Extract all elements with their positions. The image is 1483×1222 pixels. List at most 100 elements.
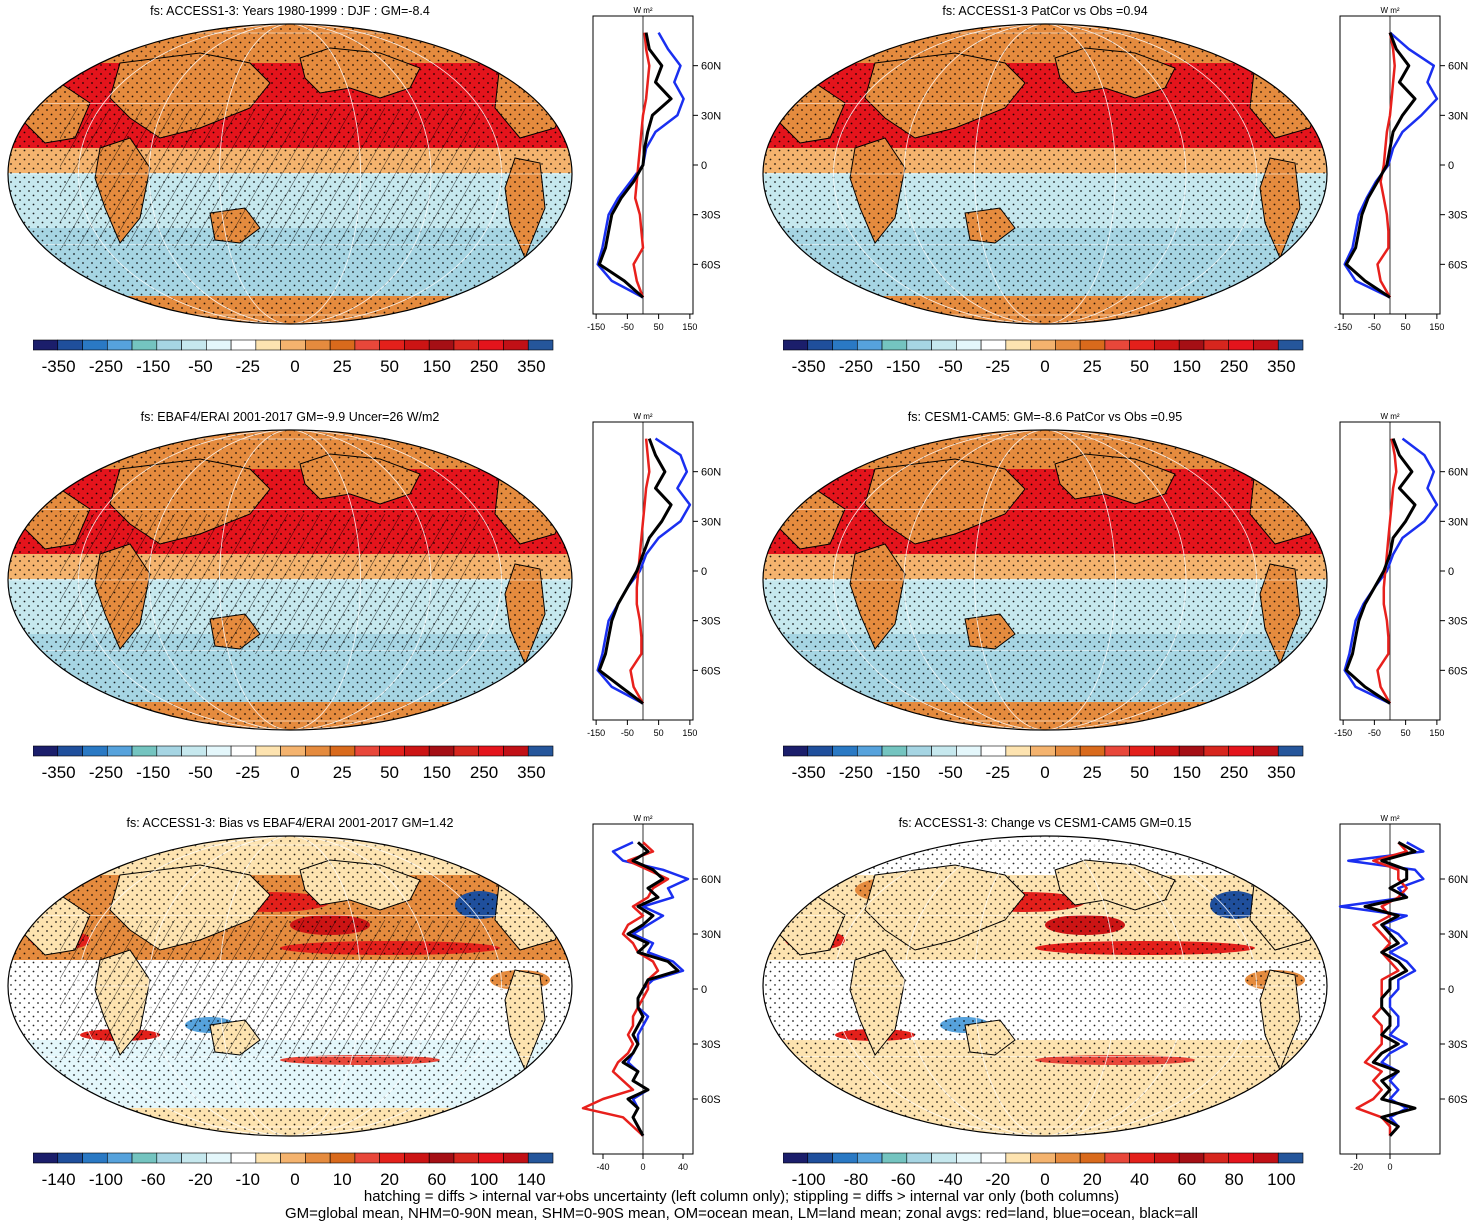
graticule-lon: [219, 430, 361, 730]
colorbar-swatch: [354, 745, 380, 757]
colorbar-swatch: [57, 745, 83, 757]
colorbar-swatch: [1154, 339, 1180, 351]
zonal-x-tick-label: -150: [587, 728, 605, 738]
colorbar-swatch: [82, 1152, 108, 1164]
colorbar-tick-label: 0: [290, 357, 299, 376]
colorbar-tick-label: 25: [1083, 357, 1102, 376]
map-border: [7, 429, 573, 731]
colorbar-tick-label: -50: [938, 763, 963, 782]
zonal-y-tick-label: 30N: [701, 516, 721, 528]
zonal-line-all: [621, 841, 680, 1137]
colorbar-swatch: [832, 745, 858, 757]
zonal-y-tick-label: 0: [1448, 984, 1454, 996]
colorbar-swatch: [354, 339, 380, 351]
colorbar-swatch: [255, 745, 281, 757]
zonal-x-tick-label: 50: [654, 322, 664, 332]
colorbar-swatch: [881, 1152, 908, 1164]
colorbar-swatch: [230, 339, 257, 351]
colorbar-swatch: [33, 339, 59, 351]
zonal-x-tick-label: -150: [587, 322, 605, 332]
colorbar-tick-label: 100: [470, 1170, 498, 1189]
colorbar-tick-label: -140: [42, 1170, 76, 1189]
zonal-x-tick-label: 0: [1387, 1162, 1392, 1172]
colorbar-swatch: [856, 1152, 883, 1164]
colorbar-swatch: [131, 1152, 158, 1164]
zonal-x-tick-label: -150: [1334, 322, 1352, 332]
colorbar-swatch: [1228, 1152, 1254, 1164]
colorbar-swatch: [156, 339, 182, 351]
colorbar-swatch: [1005, 1152, 1031, 1164]
zonal-y-tick-label: 30N: [1448, 516, 1468, 528]
map-field: [8, 430, 572, 730]
colorbar-tick-label: 25: [333, 357, 352, 376]
colorbar-swatch: [82, 339, 108, 351]
colorbar-swatch: [503, 1152, 529, 1164]
map-border: [762, 429, 1328, 731]
colorbar-swatch: [1178, 339, 1205, 351]
colorbar-swatch: [807, 745, 833, 757]
colorbar-tick-label: -40: [938, 1170, 963, 1189]
colorbar-swatch: [807, 339, 833, 351]
colorbar-swatch: [280, 1152, 306, 1164]
colorbar-tick-label: 350: [1267, 763, 1295, 782]
zonal-x-tick-label: -50: [1368, 322, 1381, 332]
colorbar-swatch: [881, 339, 908, 351]
colorbar-swatch: [156, 1152, 182, 1164]
zonal-y-tick-label: 60N: [701, 61, 721, 73]
colorbar-tick-label: -25: [985, 357, 1010, 376]
zonal-y-tick-label: 60S: [1448, 1094, 1468, 1106]
colorbar-tick-label: -25: [985, 763, 1010, 782]
colorbar-swatch: [807, 1152, 833, 1164]
colorbar-tick-label: 50: [380, 357, 399, 376]
colorbar-swatch: [980, 1152, 1007, 1164]
colorbar-tick-label: 350: [1267, 357, 1295, 376]
colorbar-swatch: [980, 745, 1007, 757]
zonal-line-ocean: [1338, 841, 1425, 1137]
colorbar-tick-label: -350: [792, 763, 826, 782]
colorbar-tick-label: 25: [333, 763, 352, 782]
zonal-average-plot: W m² 60N 30N 0 30S 60S -20 0: [1338, 814, 1468, 1172]
hatching: [60, 920, 480, 1060]
colorbar-swatch: [453, 745, 480, 757]
colorbar-swatch: [206, 745, 232, 757]
colorbar-tick-label: 350: [517, 357, 545, 376]
zonal-x-tick-label: 40: [678, 1162, 688, 1172]
colorbar-swatch: [1104, 1152, 1130, 1164]
colorbar-swatch: [1277, 1152, 1304, 1164]
zonal-average-plot: W m² 60N 30N 0 30S 60S -40 0 40: [581, 814, 721, 1172]
colorbar-swatch: [478, 1152, 504, 1164]
colorbar-tick-label: 250: [1220, 357, 1248, 376]
zonal-y-tick-label: 60N: [701, 874, 721, 886]
graticule-lon: [148, 24, 432, 324]
colorbar-tick-label: 150: [423, 763, 451, 782]
colorbar-swatch: [931, 1152, 957, 1164]
colorbar: -100 -80 -60 -40 -20 0 20 40 60 80 100: [783, 1152, 1304, 1189]
graticule-lon: [974, 430, 1116, 730]
zonal-line-land: [1355, 841, 1408, 1136]
colorbar-swatch: [404, 745, 430, 757]
zonal-line-ocean: [596, 437, 692, 705]
colorbar-tick-label: -80: [844, 1170, 869, 1189]
map-field: [763, 836, 1327, 1136]
stippling: [763, 24, 1327, 324]
colorbar-swatch: [1253, 1152, 1279, 1164]
map-title: fs: ACCESS1-3: Years 1980-1999 : DJF : G…: [150, 4, 430, 18]
map-title: fs: ACCESS1-3: Bias vs EBAF4/ERAI 2001-2…: [126, 816, 454, 830]
colorbar-tick-label: -20: [188, 1170, 213, 1189]
colorbar-tick-label: -60: [141, 1170, 166, 1189]
colorbar-swatch: [379, 745, 405, 757]
zonal-average-plot: W m² 60N 30N 0 30S 60S -150 -50 50 150: [1334, 6, 1468, 332]
colorbar-swatch: [931, 339, 957, 351]
colorbar: -350 -250 -150 -50 -25 0 25 50 150 250 350: [783, 745, 1304, 782]
colorbar-tick-label: 60: [427, 1170, 446, 1189]
colorbar-swatch: [33, 1152, 59, 1164]
colorbar-swatch: [1277, 745, 1304, 757]
colorbar-tick-label: -150: [886, 763, 920, 782]
colorbar-tick-label: 150: [1173, 357, 1201, 376]
colorbar-swatch: [1253, 745, 1279, 757]
zonal-line-all: [597, 32, 673, 299]
zonal-line-all: [1344, 32, 1417, 299]
colorbar-tick-label: 20: [1083, 1170, 1102, 1189]
colorbar-swatch: [1154, 745, 1180, 757]
colorbar-swatch: [181, 745, 207, 757]
